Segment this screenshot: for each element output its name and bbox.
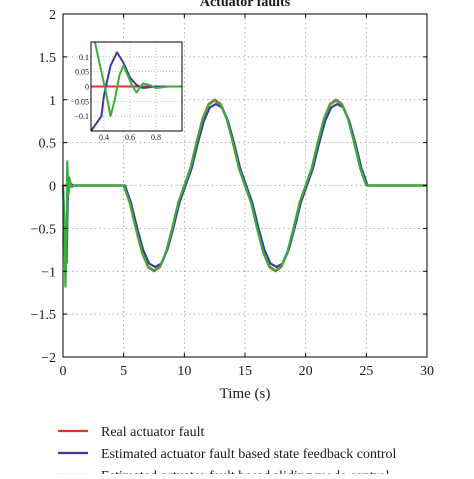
x-tick-label: 0 (60, 364, 67, 379)
inset-ticks: 0.4 0.6 0.8 0.1 0.05 0 −0.05 −0.1 (70, 53, 161, 142)
inset-x-tick-label: 0.6 (125, 133, 135, 142)
inset-x-tick-label: 0.8 (151, 133, 161, 142)
legend-item: Real actuator fault (58, 425, 205, 440)
y-tick-label: −0.5 (31, 222, 56, 237)
y-tick-label: −2 (41, 351, 56, 366)
x-tick-label: 15 (238, 364, 252, 379)
x-tick-label: 20 (299, 364, 313, 379)
y-tick-label: −1 (41, 265, 56, 280)
legend-item: Estimated actuator fault based sliding m… (58, 469, 390, 479)
legend-label: Real actuator fault (101, 425, 205, 440)
x-tick-label: 10 (177, 364, 191, 379)
x-tick-label: 5 (120, 364, 127, 379)
inset-y-tick-label: −0.1 (74, 112, 89, 121)
x-axis-label: Time (s) (220, 386, 271, 402)
y-tick-label: −1.5 (31, 308, 56, 323)
series-line-3 (61, 99, 427, 288)
legend: Real actuator fault Estimated actuator fa… (58, 425, 397, 479)
legend-label: Estimated actuator fault based state fee… (101, 447, 397, 462)
x-tick-label: 30 (420, 364, 434, 379)
inset-series-line-3 (93, 42, 182, 118)
inset-y-tick-label: 0 (85, 83, 89, 92)
inset-y-tick-label: −0.05 (70, 97, 89, 106)
inset-plot: 0.4 0.6 0.8 0.1 0.05 0 −0.05 −0.1 (70, 41, 183, 142)
main-ticks: 0 5 10 15 20 25 30 2 1.5 1 0.5 0 −0.5 −1 −1.5 −2 (31, 8, 434, 379)
inset-frame (90, 41, 183, 132)
y-tick-label: 0.5 (39, 137, 57, 152)
y-tick-label: 0 (49, 180, 56, 195)
y-tick-label: 2 (49, 8, 56, 23)
inset-x-tick-label: 0.4 (99, 133, 109, 142)
y-tick-label: 1.5 (39, 51, 57, 66)
y-tick-label: 1 (49, 94, 56, 109)
inset-y-tick-label: 0.05 (75, 68, 89, 77)
legend-label: Estimated actuator fault based sliding m… (101, 469, 390, 474)
main-series (61, 98, 427, 288)
inset-series (91, 42, 182, 131)
legend-item: Estimated actuator fault based state fee… (58, 447, 397, 462)
inset-y-tick-label: 0.1 (79, 53, 89, 62)
chart-title: Actuator faults (200, 0, 291, 10)
x-tick-label: 25 (359, 364, 373, 379)
inset-series-line-2 (91, 51, 182, 131)
